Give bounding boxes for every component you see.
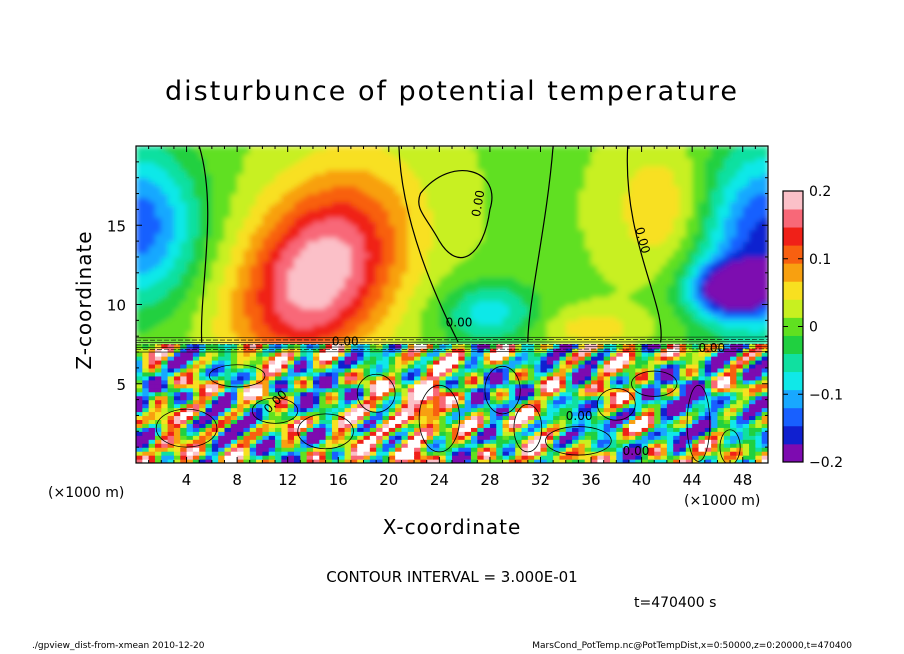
time-stamp: t=470400 s [634,595,717,611]
x-axis-ticks: 4 8 12 16 20 24 28 32 36 40 44 48 [135,146,769,489]
colorbar-swatch [783,263,803,282]
colorbar-tick-label: −0.2 [809,455,843,471]
colorbar-swatch [783,371,803,391]
contour-label: 0.00 [332,335,359,349]
colorbar-tick-label: 0.1 [809,252,831,268]
colorbar-swatch [783,245,803,264]
x-tick-label: 32 [531,471,550,489]
colorbar-swatch [783,227,803,246]
colorbar-tick-label: 0.2 [809,184,831,200]
x-unit-label-right: (×1000 m) [684,493,761,509]
contour-lines [136,146,768,463]
colorbar-swatch [783,353,803,373]
x-unit-label-left: (×1000 m) [48,485,125,501]
colorbar-swatch [783,299,803,318]
colorbar-swatch [783,191,803,210]
colorbar-swatch [783,335,803,354]
x-tick-label: 28 [480,471,499,489]
x-tick-label: 12 [278,471,297,489]
y-tick-label: 10 [107,297,126,315]
colorbar-swatch [783,425,803,445]
y-tick-label: 15 [107,217,126,235]
contour-label: 0.00 [632,226,652,255]
contour-label: 0.00 [698,341,725,355]
heatmap-upper [136,146,768,345]
colorbar-swatch [783,389,803,409]
heatmap-field [136,146,768,463]
footer-left: ./gpview_dist-from-xmean 2010-12-20 [32,641,205,651]
x-axis-label: X-coordinate [382,515,522,539]
colorbar-swatch [783,209,803,228]
colorbar-swatch [783,317,803,336]
chart-title: disturbunce of potential temperature [165,76,739,107]
colorbar-tick-label: −0.1 [809,387,843,403]
footer-right: MarsCond_PotTemp.nc@PotTempDist,x=0:5000… [532,641,852,651]
colorbar-tick-label: 0 [809,320,818,336]
contour-label: 0.00 [623,444,650,458]
x-tick-label: 16 [329,471,348,489]
x-tick-label: 44 [683,471,702,489]
colorbar-swatch [783,281,803,300]
colorbar-swatch [783,407,803,427]
x-tick-label: 8 [232,471,242,489]
y-axis-ticks: 5 10 15 [107,145,768,464]
contour-label: 0.00 [566,409,593,423]
x-tick-label: 36 [581,471,600,489]
y-tick-label: 5 [116,376,126,394]
contour-label: 0.00 [469,189,487,218]
heatmap-lower [136,344,768,463]
x-tick-label: 24 [430,471,449,489]
x-tick-label: 40 [632,471,651,489]
x-tick-label: 4 [182,471,192,489]
x-tick-label: 20 [379,471,398,489]
y-axis-label: Z-coordinate [72,230,96,370]
contour-label: 0.00 [446,316,473,330]
x-tick-label: 48 [733,471,752,489]
colorbar-swatch [783,443,803,463]
colorbar-ticks: 0.2 0.1 0 −0.1 −0.2 [783,184,843,471]
contour-interval-text: CONTOUR INTERVAL = 3.000E-01 [326,568,578,586]
